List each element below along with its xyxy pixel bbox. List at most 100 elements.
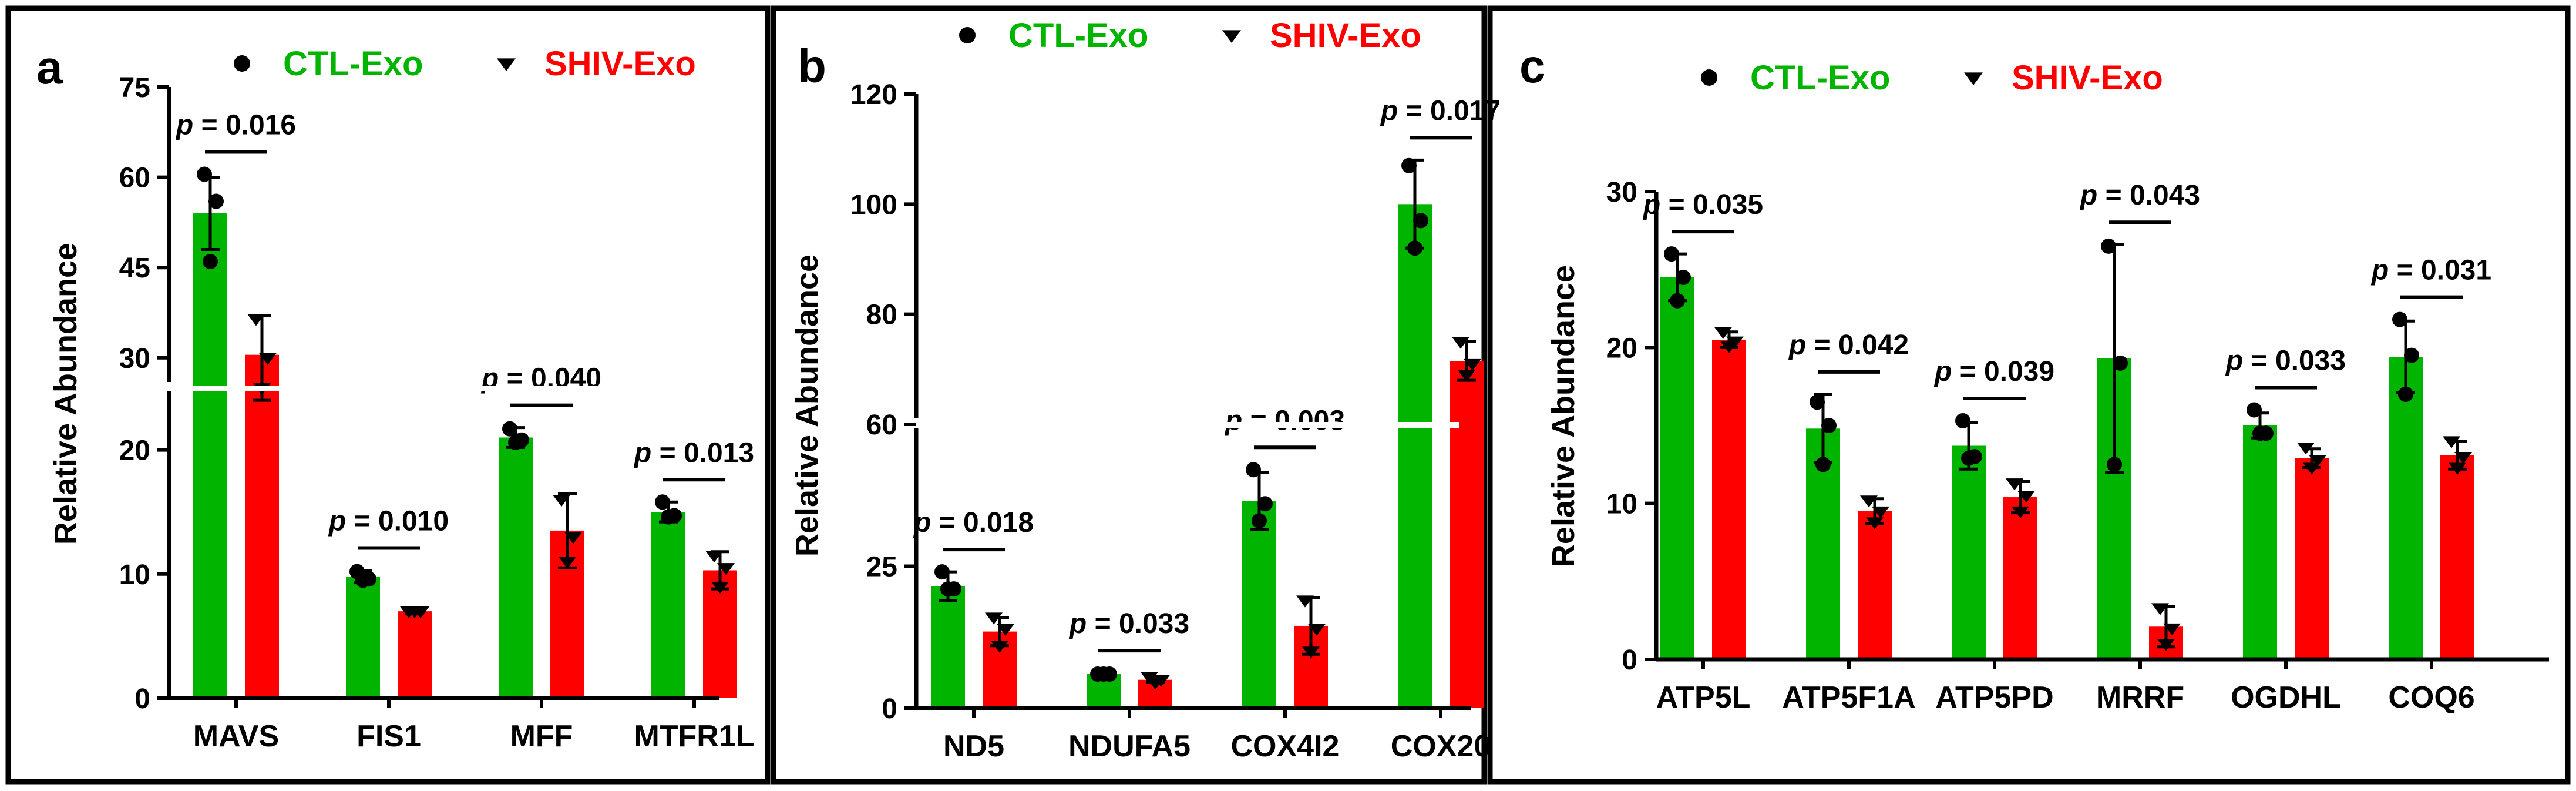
data-point-ctl <box>1815 457 1831 472</box>
x-tick-label: COQ6 <box>2388 681 2474 715</box>
data-point-ctl <box>934 564 950 580</box>
bar-ctl <box>1398 204 1432 708</box>
data-point-shiv <box>553 494 570 507</box>
data-point-shiv <box>1452 337 1469 349</box>
data-point-shiv <box>711 581 729 594</box>
data-point-shiv <box>2454 451 2472 464</box>
data-point-shiv <box>2163 623 2181 636</box>
data-point-ctl <box>661 509 676 525</box>
legend-ctl-marker <box>234 55 250 72</box>
bar-ctl <box>651 512 685 698</box>
data-point-shiv <box>1308 624 1326 636</box>
axis-break-gap <box>157 386 708 391</box>
p-value-label: p = 0.035 <box>1642 189 1763 220</box>
x-tick-label: FIS1 <box>357 719 421 753</box>
y-tick-label: 0 <box>1622 645 1637 676</box>
data-point-ctl <box>1961 450 1976 466</box>
p-value-label: p = 0.017 <box>1380 95 1501 126</box>
legend-shiv-label: SHIV-Exo <box>2012 59 2163 97</box>
data-point-ctl <box>2404 347 2419 363</box>
y-tick-label: 10 <box>1606 489 1637 520</box>
data-point-ctl <box>2398 386 2413 402</box>
panel-label: a <box>36 41 63 93</box>
p-value-label: p = 0.013 <box>633 437 754 468</box>
data-point-ctl <box>1810 394 1825 410</box>
data-point-shiv <box>1302 646 1320 659</box>
data-point-ctl <box>1955 413 1970 429</box>
y-tick-label: 45 <box>119 253 150 284</box>
data-point-ctl <box>2107 457 2122 472</box>
p-value-label: p = 0.043 <box>2079 180 2200 211</box>
bar-ctl <box>2389 357 2423 659</box>
y-tick-label: 60 <box>866 410 897 441</box>
x-tick-label: ATP5PD <box>1935 681 2053 715</box>
bar-ctl <box>1660 277 1694 659</box>
data-point-ctl <box>1821 418 1837 433</box>
legend-shiv-label: SHIV-Exo <box>1270 16 1421 55</box>
data-point-ctl <box>2247 402 2262 418</box>
y-tick-label: 120 <box>850 79 897 110</box>
panel-a: a CTL-Exo SHIV-Exo Relative Abundance MAVS p … <box>36 41 755 753</box>
data-point-shiv <box>2309 455 2326 467</box>
y-tick-label: 60 <box>119 163 150 194</box>
data-point-ctl <box>1670 293 1685 309</box>
x-tick-label: MAVS <box>193 719 279 753</box>
data-point-ctl <box>197 166 212 182</box>
bar-shiv <box>1858 511 1892 659</box>
panel-frames <box>5 5 2571 785</box>
data-point-shiv <box>1720 341 1738 353</box>
data-point-shiv <box>2157 639 2175 651</box>
x-tick-label: ND5 <box>943 729 1004 763</box>
data-point-shiv <box>1458 370 1475 382</box>
data-point-ctl <box>1252 513 1267 529</box>
bar-ctl <box>2243 425 2277 659</box>
y-axis-label: Relative Abundance <box>789 254 825 557</box>
data-point-ctl <box>1096 666 1111 682</box>
data-point-shiv <box>2151 603 2169 615</box>
data-point-shiv <box>2449 462 2466 475</box>
legend-shiv-label: SHIV-Exo <box>544 45 696 83</box>
data-point-ctl <box>1664 246 1679 262</box>
data-point-ctl <box>1246 462 1261 478</box>
data-point-shiv <box>1860 495 1878 508</box>
y-tick-label: 80 <box>866 300 897 331</box>
panel-c-frame <box>1487 5 2571 785</box>
x-tick-label: MRRF <box>2096 681 2184 715</box>
x-tick-label: NDUFA5 <box>1068 729 1191 763</box>
legend-ctl-label: CTL-Exo <box>1008 16 1148 55</box>
data-point-ctl <box>1676 269 1691 285</box>
bar-ctl <box>499 437 533 698</box>
data-point-shiv <box>2006 478 2023 491</box>
data-point-shiv <box>991 641 1008 653</box>
legend-ctl-label: CTL-Exo <box>1750 59 1890 97</box>
bar-ctl <box>1242 501 1276 708</box>
p-value-label: p = 0.016 <box>175 109 296 140</box>
panel-c: c CTL-Exo SHIV-Exo Relative Abundance ATP5L p… <box>1519 40 2549 715</box>
data-point-ctl <box>355 572 371 588</box>
data-point-ctl <box>502 421 517 437</box>
x-tick-label: OGDHL <box>2231 681 2341 715</box>
bar-shiv <box>2440 455 2474 659</box>
legend-ctl-label: CTL-Exo <box>283 45 423 83</box>
data-point-shiv <box>2443 436 2460 448</box>
p-value-label: p = 0.039 <box>1933 356 2054 387</box>
data-point-ctl <box>2101 238 2116 254</box>
data-point-ctl <box>203 253 218 269</box>
data-point-ctl <box>1401 157 1417 173</box>
data-point-shiv <box>717 563 735 575</box>
bar-shiv <box>398 611 432 698</box>
data-point-ctl <box>2113 355 2128 371</box>
panel-label: c <box>1519 40 1546 92</box>
x-tick-label: ATP5L <box>1656 681 1751 715</box>
bar-ctl <box>1952 445 1986 659</box>
y-axis-label: Relative Abundance <box>1546 265 1581 567</box>
p-value-label: p = 0.033 <box>1068 608 1189 639</box>
y-tick-label: 0 <box>134 683 150 715</box>
y-tick-label: 30 <box>1606 177 1637 208</box>
y-tick-label: 25 <box>866 552 897 583</box>
bar-shiv <box>2003 497 2037 659</box>
legend-shiv-marker <box>1964 72 1983 85</box>
data-point-ctl <box>1407 240 1422 256</box>
data-point-shiv <box>406 606 423 619</box>
data-point-shiv <box>1464 358 1481 371</box>
